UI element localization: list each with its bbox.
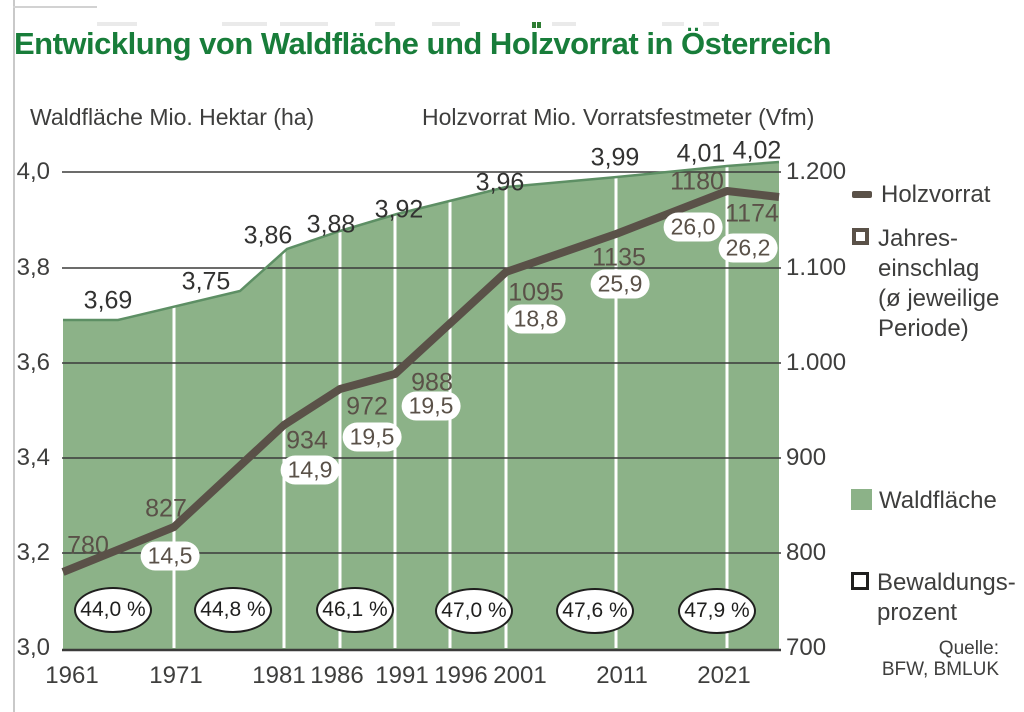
y-tick-right: 1.200 (786, 158, 847, 185)
y-tick-right: 1.000 (786, 349, 847, 376)
waldflaeche-value-label: 3,69 (83, 286, 133, 315)
x-tick: 2021 (697, 662, 751, 689)
jahreseinschlag-bubble: 19,5 (401, 391, 461, 421)
y-tick-left: 4,0 (16, 158, 50, 185)
jahreseinschlag-bubble: 14,5 (140, 541, 200, 571)
y-tick-left: 3,4 (16, 444, 50, 471)
y-tick-left: 3,2 (16, 539, 50, 566)
waldflaeche-square-icon (851, 489, 872, 510)
holzvorrat-value-label: 1135 (592, 243, 646, 272)
waldflaeche-value-label: 3,92 (374, 195, 424, 224)
y-tick-right: 900 (786, 444, 827, 471)
legend-item-waldflaeche: Waldfläche (879, 487, 997, 514)
holzvorrat-line-legend-icon (852, 191, 872, 198)
cropped-text-artifact (703, 22, 719, 26)
cropped-text-artifact (662, 22, 684, 26)
legend-line: prozent (877, 599, 958, 626)
holzvorrat-value-label: 1180 (670, 167, 724, 196)
waldflaeche-value-label: 3,96 (475, 168, 525, 197)
holzvorrat-value-label: 972 (346, 392, 388, 421)
cropped-text-artifact (375, 22, 395, 26)
holzvorrat-value-label: 1095 (508, 278, 564, 307)
left-axis-title: Waldfläche Mio. Hektar (ha) (30, 104, 315, 130)
legend-line: Periode) (878, 315, 969, 342)
page-border-left (13, 0, 15, 712)
source-value: BFW, BMLUK (881, 659, 999, 680)
jahreseinschlag-bubble: 18,8 (506, 304, 566, 334)
legend-line: Bewaldungs- (877, 569, 1016, 596)
x-tick: 1986 (310, 662, 364, 689)
green-artifact-dot (532, 22, 536, 28)
waldflaeche-value-label: 3,75 (181, 267, 231, 296)
bewaldungsprozent-oval: 47,6 % (556, 588, 634, 634)
y-tick-left: 3,0 (16, 634, 50, 661)
bewaldungsprozent-oval: 44,8 % (194, 587, 272, 633)
jahreseinschlag-square-icon (852, 228, 869, 245)
legend-item-bewaldungsprozent: Bewaldungs- prozent (877, 568, 1016, 628)
x-tick: 1991 (375, 662, 429, 689)
jahreseinschlag-bubble: 25,9 (590, 269, 650, 299)
bewaldungsprozent-oval: 46,1 % (316, 587, 394, 633)
y-tick-right: 1.100 (786, 254, 847, 281)
waldflaeche-value-label: 4,01 (676, 139, 726, 168)
x-tick: 1981 (252, 662, 306, 689)
bewaldungsprozent-oval: 47,0 % (435, 588, 513, 634)
bewaldungsprozent-square-icon (851, 572, 869, 590)
y-tick-left: 3,8 (16, 254, 50, 281)
legend-line: Jahres- (878, 225, 959, 252)
cropped-text-artifact (552, 22, 576, 26)
bewaldungsprozent-oval: 47,9 % (678, 588, 756, 634)
jahreseinschlag-bubble: 19,5 (342, 422, 402, 452)
holzvorrat-value-label: 934 (286, 426, 328, 455)
waldflaeche-area-edge (63, 160, 780, 322)
bewaldungsprozent-oval: 44,0 % (74, 587, 152, 633)
chart-title: Entwicklung von Waldfläche und Holzvorra… (14, 26, 832, 61)
x-tick: 1971 (149, 662, 203, 689)
legend-item-jahreseinschlag: Jahres- einschlag (ø jeweilige Periode) (878, 224, 999, 344)
green-artifact-dot (537, 22, 541, 28)
legend-line: (ø jeweilige (878, 285, 1000, 312)
holzvorrat-value-label: 827 (145, 494, 187, 523)
waldflaeche-value-label: 3,86 (243, 221, 293, 250)
source-label: Quelle: (938, 638, 999, 659)
y-tick-right: 800 (786, 539, 827, 566)
legend-line: einschlag (878, 255, 980, 282)
x-tick: 2011 (596, 662, 648, 689)
right-axis-title: Holzvorrat Mio. Vorratsfestmeter (Vfm) (422, 104, 815, 130)
y-tick-left: 3,6 (16, 349, 50, 376)
waldflaeche-value-label: 4,02 (732, 136, 782, 165)
cropped-text-artifact (222, 22, 267, 26)
legend-item-holzvorrat: Holzvorrat (881, 181, 991, 208)
cropped-text-artifact (97, 22, 137, 26)
jahreseinschlag-bubble: 26,0 (663, 212, 723, 242)
holzvorrat-line (61, 187, 780, 576)
jahreseinschlag-bubble: 26,2 (718, 233, 778, 263)
x-tick: 1996 (434, 662, 488, 689)
y-tick-right: 700 (786, 634, 827, 661)
waldflaeche-value-label: 3,99 (590, 143, 640, 172)
x-tick: 2001 (493, 662, 547, 689)
page-border-top (13, 6, 97, 8)
cropped-text-artifact (280, 22, 328, 26)
jahreseinschlag-bubble: 14,9 (280, 455, 340, 485)
source-note: Quelle: BFW, BMLUK (882, 638, 999, 680)
holzvorrat-value-label: 1174 (725, 199, 779, 228)
x-tick: 1961 (45, 662, 99, 689)
holzvorrat-value-label: 780 (67, 531, 109, 560)
cropped-text-artifact (432, 22, 460, 26)
waldflaeche-value-label: 3,88 (306, 210, 356, 239)
